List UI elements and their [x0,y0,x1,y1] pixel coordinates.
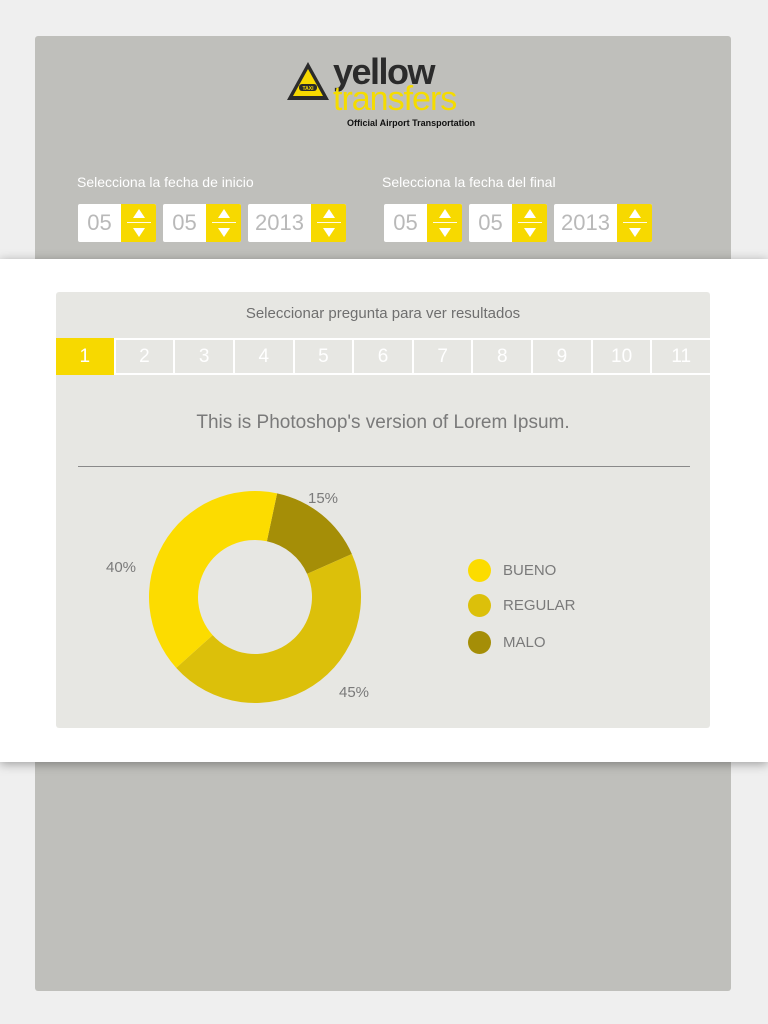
arrow-up-icon[interactable] [217,209,230,219]
donut-slice-malo [266,493,352,574]
slice-label-malo: 15% [308,490,339,507]
end-year-value: 2013 [561,210,610,235]
question-tab-10[interactable]: 10 [592,340,651,373]
start-day-value: 05 [87,210,112,235]
question-tab-8[interactable]: 8 [473,340,532,373]
donut-chart [149,491,361,703]
legend-item-malo: MALO [468,631,546,654]
end-date-label: Selecciona la fecha del final [382,174,556,190]
slice-label-regular: 45% [339,684,370,701]
slice-label-bueno: 40% [106,559,137,576]
end-day-spinner[interactable] [427,204,462,242]
question-tab-9[interactable]: 9 [533,340,591,373]
legend-swatch [468,594,491,617]
arrow-down-icon[interactable] [523,227,536,237]
start-year-stepper[interactable]: 2013 [248,204,346,242]
start-month-value: 05 [172,210,197,235]
arrow-up-icon[interactable] [322,209,335,219]
question-tab-5[interactable]: 5 [294,340,353,373]
end-year-spinner[interactable] [617,204,652,242]
arrow-up-icon[interactable] [132,209,145,219]
question-tab-4[interactable]: 4 [234,340,293,373]
arrow-down-icon[interactable] [628,227,641,237]
question-tab-1[interactable]: 1 [56,338,114,375]
arrow-up-icon[interactable] [438,209,451,219]
donut-slice-regular [176,553,361,703]
legend-item-regular: REGULAR [468,594,576,617]
end-year-stepper[interactable]: 2013 [554,204,652,242]
arrow-down-icon[interactable] [217,227,230,237]
taxi-logo-icon: TAXI [287,62,329,100]
results-card: Seleccionar pregunta para ver resultados… [56,292,711,728]
legend-swatch [468,559,491,582]
end-day-stepper[interactable]: 05 [384,204,462,242]
brand-name-part2: transfers [333,80,457,118]
end-month-value: 05 [478,210,503,235]
logo-badge-text: TAXI [302,86,314,92]
question-title: This is Photoshop's version of Lorem Ips… [196,412,570,433]
question-tab-3[interactable]: 3 [175,340,233,373]
arrow-up-icon[interactable] [628,209,641,219]
question-tabs: 1 2 3 4 5 6 7 8 9 10 11 [56,338,711,375]
brand-tagline: Official Airport Transportation [347,118,476,128]
question-tab-2[interactable]: 2 [115,340,174,373]
results-header: Seleccionar pregunta para ver resultados [245,305,521,322]
donut-slice-bueno [149,491,278,668]
question-tab-7[interactable]: 7 [413,340,472,373]
start-year-value: 2013 [255,210,304,235]
start-month-stepper[interactable]: 05 [163,204,241,242]
start-year-spinner[interactable] [311,204,346,242]
end-month-stepper[interactable]: 05 [469,204,547,242]
end-month-spinner[interactable] [512,204,547,242]
start-day-stepper[interactable]: 05 [78,204,156,242]
end-day-value: 05 [393,210,418,235]
arrow-down-icon[interactable] [322,227,335,237]
legend-label: MALO [503,634,546,651]
arrow-up-icon[interactable] [523,209,536,219]
brand-name-part1: yellow [333,51,436,92]
arrow-down-icon[interactable] [132,227,145,237]
question-tab-6[interactable]: 6 [354,340,412,373]
start-day-spinner[interactable] [121,204,156,242]
divider [78,466,690,467]
start-date-label: Selecciona la fecha de inicio [77,174,254,190]
legend-label: REGULAR [503,597,576,614]
legend-item-bueno: BUENO [468,559,556,582]
legend-label: BUENO [503,562,557,579]
question-tab-11[interactable]: 11 [652,340,711,373]
start-month-spinner[interactable] [206,204,241,242]
brand-logo: TAXI yellow transfers Official Airport T… [285,52,485,132]
arrow-down-icon[interactable] [438,227,451,237]
legend-swatch [468,631,491,654]
